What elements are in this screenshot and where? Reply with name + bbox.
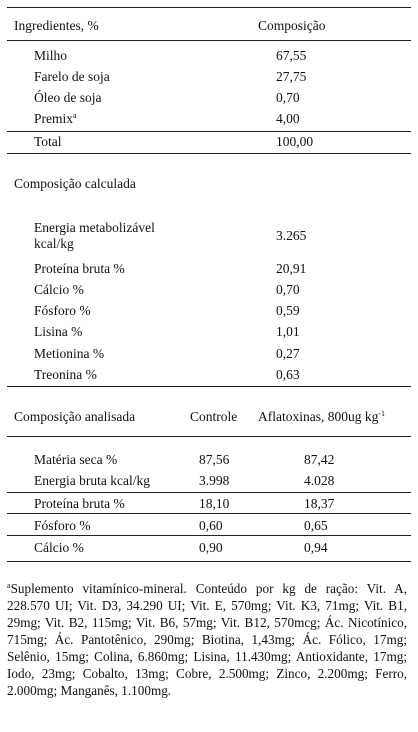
row-label: kcal/kg	[34, 236, 74, 251]
row-aflatoxinas: 4.028	[304, 473, 335, 488]
row-label: Energia metabolizável	[34, 220, 155, 235]
row-controle: 18,10	[199, 496, 230, 511]
row-label: Farelo de soja	[34, 69, 110, 84]
section-rule	[7, 386, 411, 387]
premix-label: Premix	[34, 111, 73, 126]
footnote-text: Suplemento vitamínico-mineral. Conteúdo …	[7, 581, 407, 698]
row-rule	[7, 492, 411, 493]
section-title-calculada: Composição calculada	[14, 176, 136, 191]
header-aflatoxinas: Aflatoxinas, 800ug kg-1	[258, 409, 385, 425]
row-aflatoxinas: 0,94	[304, 540, 328, 555]
row-value: 0,27	[276, 346, 300, 361]
row-label: Cálcio %	[34, 540, 84, 555]
row-label-premix: Premixa	[34, 111, 77, 127]
row-value: 0,63	[276, 367, 300, 382]
header-rule	[7, 436, 411, 437]
footnote-marker: a	[73, 111, 77, 120]
row-label: Cálcio %	[34, 282, 84, 297]
row-controle: 87,56	[199, 452, 230, 467]
row-rule	[7, 535, 411, 536]
row-value: 1,01	[276, 324, 300, 339]
row-value: 20,91	[276, 261, 307, 276]
row-rule	[7, 513, 411, 514]
row-label: Lisina %	[34, 324, 83, 339]
row-aflatoxinas: 0,65	[304, 518, 328, 533]
row-label: Proteína bruta %	[34, 261, 125, 276]
row-value: 0,70	[276, 90, 300, 105]
row-value: 67,55	[276, 48, 307, 63]
table-top-rule	[7, 7, 411, 8]
row-label: Metionina %	[34, 346, 105, 361]
row-label: Matéria seca %	[34, 452, 118, 467]
table-bottom-rule	[7, 561, 411, 562]
row-label: Fósforo %	[34, 518, 91, 533]
row-controle: 0,60	[199, 518, 223, 533]
row-controle: 3.998	[199, 473, 230, 488]
header-rule	[7, 40, 411, 41]
row-label: Milho	[34, 48, 68, 63]
row-label: Energia bruta kcal/kg	[34, 473, 150, 488]
total-value: 100,00	[276, 134, 314, 149]
row-controle: 0,90	[199, 540, 223, 555]
footnote-marker: a	[7, 581, 11, 590]
row-value: 27,75	[276, 69, 307, 84]
footnote: aSuplemento vitamínico-mineral. Conteúdo…	[7, 580, 407, 699]
row-label: Óleo de soja	[34, 90, 102, 105]
aflatoxinas-label: Aflatoxinas, 800ug kg	[258, 409, 379, 424]
row-value: 4,00	[276, 111, 300, 126]
unit-exponent: -1	[378, 409, 386, 418]
total-rule	[7, 131, 411, 132]
row-aflatoxinas: 87,42	[304, 452, 335, 467]
header-ingredientes: Ingredientes, %	[14, 18, 99, 33]
row-value: 0,70	[276, 282, 300, 297]
section-rule	[7, 153, 411, 154]
row-value: 3.265	[276, 228, 307, 243]
total-label: Total	[34, 134, 62, 149]
row-label: Treonina %	[34, 367, 97, 382]
header-composicao: Composição	[258, 18, 326, 33]
row-aflatoxinas: 18,37	[304, 496, 335, 511]
row-label: Fósforo %	[34, 303, 91, 318]
header-analisada: Composição analisada	[14, 409, 136, 424]
header-controle: Controle	[190, 409, 238, 424]
row-value: 0,59	[276, 303, 300, 318]
row-label: Proteína bruta %	[34, 496, 125, 511]
